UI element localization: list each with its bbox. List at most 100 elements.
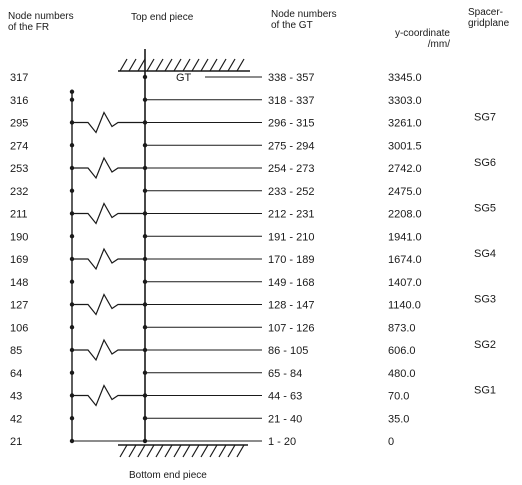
spacer-spring-element (72, 202, 145, 225)
header-spacer-line1: Spacer- (468, 7, 504, 18)
fr-node-dot (69, 143, 75, 148)
y-coordinate-value: 2208.0 (388, 209, 422, 221)
fr-node-label: 21 (10, 436, 22, 448)
gt-node-range-label: 296 - 315 (268, 118, 314, 130)
y-coordinate-value: 2742.0 (388, 163, 422, 175)
gt-node-range-label: 21 - 40 (268, 413, 302, 425)
fr-node-label: 43 (10, 391, 22, 403)
gt-node-range-label: 254 - 273 (268, 163, 314, 175)
spacer-gridplane-label: SG4 (474, 248, 496, 260)
fr-node-dot (69, 279, 75, 284)
spacer-gridplane-label: SG7 (474, 112, 496, 124)
bottom-end-piece-label: Bottom end piece (129, 470, 207, 481)
gt-node-range-label: 1 - 20 (268, 436, 296, 448)
header-fr-nodes-line2: of the FR (8, 22, 50, 33)
header-y-coordinate-line2: /mm/ (427, 39, 450, 50)
header-y-coordinate: y-coordinate /mm/ (378, 28, 450, 50)
y-coordinate-value: 873.0 (388, 322, 416, 334)
hatch-stroke (128, 444, 137, 458)
gt-node-range-label: 318 - 337 (268, 95, 314, 107)
spacer-spring-element (72, 247, 145, 271)
hatch-stroke (218, 58, 227, 72)
spacer-spring-element (72, 156, 145, 180)
fr-node-label: 274 (10, 140, 28, 152)
spacer-spring-element (72, 111, 145, 134)
hatch-stroke (236, 444, 245, 458)
gt-node-range-label: 86 - 105 (268, 345, 308, 357)
hatch-stroke (200, 444, 209, 458)
spacer-gridplane-label: SG5 (474, 203, 496, 215)
fr-node-dot (69, 370, 75, 375)
y-coordinate-value: 480.0 (388, 368, 416, 380)
hatch-stroke (128, 58, 137, 72)
y-coordinate-value: 3345.0 (388, 72, 422, 84)
hatch-stroke (182, 58, 191, 72)
gt-node-range-label: 128 - 147 (268, 300, 314, 312)
header-gt-nodes-line2: of the GT (271, 20, 313, 31)
hatch-stroke (155, 444, 164, 458)
spacer-spring-element (72, 293, 145, 316)
y-coordinate-value: 35.0 (388, 413, 409, 425)
fr-node-label: 106 (10, 322, 28, 334)
hatch-stroke (146, 58, 155, 72)
header-spacer-line2: gridplane (468, 18, 510, 29)
fr-node-label: 317 (10, 72, 28, 84)
hatch-stroke (218, 444, 227, 458)
gt-node-range-label: 107 - 126 (268, 322, 314, 334)
hatch-stroke (209, 444, 218, 458)
header-fr-nodes: Node numbers of the FR (8, 11, 74, 33)
gt-node-dot (142, 279, 148, 284)
hatch-stroke (164, 444, 173, 458)
gt-node-dot (142, 74, 148, 80)
gt-node-dot (142, 370, 148, 375)
spacer-gridplane-label: SG1 (474, 385, 496, 397)
gt-node-dot (142, 143, 148, 148)
spacer-gridplane-label: SG2 (474, 339, 496, 351)
gt-node-range-label: 338 - 357 (268, 72, 314, 84)
y-coordinate-value: 3261.0 (388, 118, 422, 130)
gt-label: GT (176, 72, 192, 84)
fr-node-dot (69, 234, 75, 239)
fr-node-label: 85 (10, 345, 22, 357)
y-coordinate-value: 1407.0 (388, 277, 422, 289)
y-coordinate-value: 1140.0 (388, 300, 421, 312)
gt-node-range-label: 44 - 63 (268, 391, 302, 403)
fr-node-label: 148 (10, 277, 28, 289)
fr-node-dot (69, 416, 75, 421)
fr-node-dot (69, 188, 75, 193)
y-coordinate-value: 3303.0 (388, 95, 422, 107)
fr-node-label: 190 (10, 231, 28, 243)
gt-node-range-label: 149 - 168 (268, 277, 314, 289)
hatch-stroke (119, 58, 128, 72)
spacer-gridplane-label: SG6 (474, 157, 496, 169)
fr-node-label: 253 (10, 163, 28, 175)
hatch-stroke (146, 444, 155, 458)
hatch-stroke (155, 58, 164, 72)
gt-node-range-label: 191 - 210 (268, 231, 314, 243)
gt-node-dot (142, 97, 148, 102)
y-coordinate-value: 2475.0 (388, 186, 422, 198)
hatch-stroke (119, 444, 128, 458)
hatch-stroke (164, 58, 173, 72)
header-top-end-piece: Top end piece (131, 12, 194, 23)
fr-node-dot (69, 325, 75, 330)
header-y-coordinate-line1: y-coordinate (394, 28, 450, 39)
spacer-gridplane-label: SG3 (474, 294, 496, 306)
hatch-stroke (137, 58, 146, 72)
hatch-stroke (209, 58, 218, 72)
gt-node-dot (142, 325, 148, 330)
hatch-stroke (191, 58, 200, 72)
hatch-stroke (227, 58, 236, 72)
gt-node-range-label: 212 - 231 (268, 209, 314, 221)
gt-node-dot (142, 188, 148, 193)
hatch-stroke (227, 444, 236, 458)
header-spacer-gridplane: Spacer- gridplane (468, 7, 509, 29)
hatch-stroke (173, 58, 182, 72)
gt-node-range-label: 170 - 189 (268, 254, 314, 266)
gt-node-range-label: 275 - 294 (268, 140, 314, 152)
gt-node-range-label: 65 - 84 (268, 368, 302, 380)
spacer-spring-element (72, 338, 145, 362)
y-coordinate-value: 3001.5 (388, 140, 422, 152)
header-fr-nodes-line1: Node numbers (8, 11, 74, 22)
